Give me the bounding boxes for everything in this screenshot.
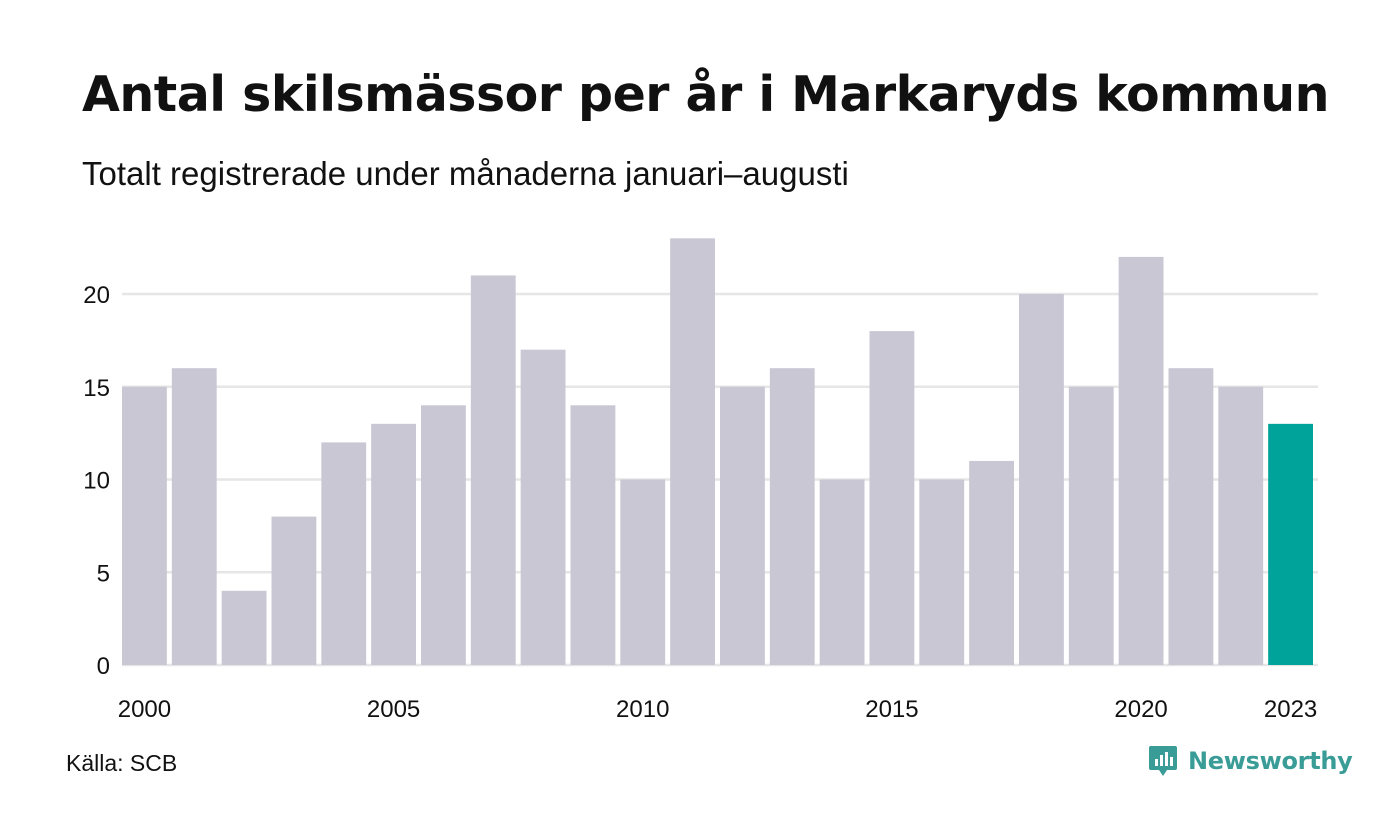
x-tick-label: 2000 [118,696,171,723]
brand-name: Newsworthy [1188,747,1353,775]
bar-2019 [1068,386,1114,665]
bar-2009 [570,405,616,665]
bar-2018 [1019,294,1064,665]
y-tick-label: 15 [83,375,110,402]
bars [122,238,1313,665]
x-tick-label: 2005 [367,696,420,723]
bar-2010 [620,479,666,665]
bar-2004 [321,442,367,665]
newsworthy-logo: Newsworthy [1148,744,1353,778]
bar-2005 [371,423,416,665]
x-axis-tick-labels: 2000 2005 2010 2015 2020 2023 [118,696,1318,723]
y-tick-label: 5 [97,560,110,587]
bar-2012 [720,386,765,665]
bar-2014 [819,479,865,665]
bar-2003 [271,516,317,665]
bar-2017 [969,460,1014,665]
y-tick-label: 0 [97,653,110,680]
bar-2013 [769,368,815,665]
bar-2011 [670,238,715,665]
bar-2008 [520,349,566,665]
bar-2007 [470,275,516,665]
bar-2015 [869,331,915,665]
bar-2023 [1268,423,1313,665]
bar-2006 [421,405,466,665]
bar-2022 [1218,386,1264,665]
bar-2020 [1118,256,1164,665]
y-tick-label: 10 [83,468,110,495]
chart-subtitle: Totalt registrerade under månaderna janu… [82,155,849,192]
newsworthy-logo-icon [1149,746,1177,776]
chart-title: Antal skilsmässor per år i Markaryds kom… [82,66,1330,123]
x-tick-label: 2010 [616,696,669,723]
bar-2000 [122,386,167,665]
bar-2002 [221,590,267,665]
x-tick-label: 2015 [865,696,918,723]
y-tick-label: 20 [83,282,110,309]
x-tick-label: 2023 [1264,696,1317,723]
bar-2016 [919,479,965,665]
bar-2001 [171,368,217,665]
y-axis-tick-labels: 0 5 10 15 20 [83,282,110,680]
bar-2021 [1168,368,1214,665]
source-note: Källa: SCB [66,750,178,776]
x-tick-label: 2020 [1114,696,1167,723]
